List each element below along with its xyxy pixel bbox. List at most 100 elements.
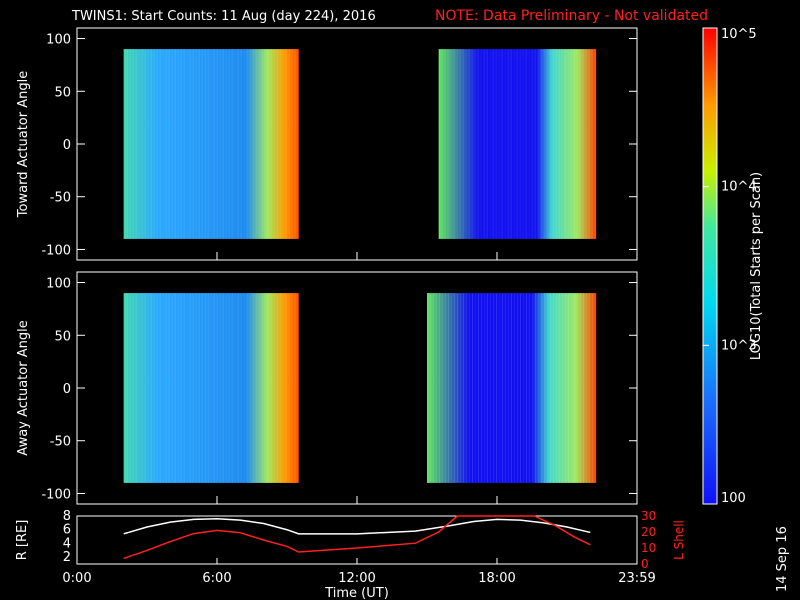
heatmap-column [520,293,521,483]
panel-away-yticks: -100 -50 0 50 100 [41,277,638,504]
heatmap-column [457,293,458,483]
heatmap-column [576,49,578,239]
heatmap-column [442,293,443,483]
heatmap-column [577,293,578,483]
heatmap-column [574,293,575,483]
heatmap-column [459,49,461,239]
heatmap-column [460,293,461,483]
heatmap-column [291,49,293,239]
heatmap-column [448,293,449,483]
heatmap-column [514,293,515,483]
y-right-tick-label: 20 [641,525,656,539]
heatmap-column [228,293,230,483]
heatmap-column [591,49,593,239]
heatmap-column [430,293,431,483]
heatmap-column [487,293,488,483]
y-right-tick-label: 0 [641,557,649,571]
heatmap-column [507,49,509,239]
heatmap-block [123,293,299,483]
heatmap-column [177,293,179,483]
y-tick-label: 2 [63,550,71,565]
heatmap-column [495,49,497,239]
heatmap-column [433,293,434,483]
heatmap-column [258,293,260,483]
heatmap-column [490,293,491,483]
heatmap-column [168,293,170,483]
heatmap-column [201,49,203,239]
heatmap-column [222,49,224,239]
y-tick-label: 100 [46,33,71,48]
heatmap-column [498,49,500,239]
heatmap-column [225,49,227,239]
heatmap-column [526,293,527,483]
heatmap-block [123,49,299,239]
heatmap-column [556,293,557,483]
heatmap-column [594,49,596,239]
heatmap-column [538,293,539,483]
lshell-series-line [123,515,591,560]
heatmap-column [468,49,470,239]
heatmap-column [276,49,278,239]
heatmap-column [496,293,497,483]
heatmap-column [126,49,128,239]
y-tick-label: -50 [50,435,71,450]
heatmap-column [156,49,158,239]
heatmap-column [255,49,257,239]
heatmap-column [270,49,272,239]
heatmap-column [469,293,470,483]
heatmap-column [456,49,458,239]
heatmap-column [502,293,503,483]
heatmap-column [571,293,572,483]
heatmap-column [144,293,146,483]
y-tick-label: 50 [54,329,71,344]
panel-toward-data [123,49,597,239]
heatmap-column [165,49,167,239]
heatmap-column [465,49,467,239]
panel-orbit-frame [76,515,638,565]
heatmap-column [228,49,230,239]
heatmap-column [555,49,557,239]
heatmap-column [267,49,269,239]
heatmap-column [558,49,560,239]
heatmap-column [153,49,155,239]
heatmap-column [162,293,164,483]
colorbar-scale [702,27,718,505]
heatmap-column [252,49,254,239]
y-tick-label: -50 [50,191,71,206]
heatmap-column [486,49,488,239]
heatmap-column [474,49,476,239]
heatmap-column [273,49,275,239]
colorbar-tick-label: 10^5 [721,27,757,42]
heatmap-column [519,49,521,239]
heatmap-column [529,293,530,483]
heatmap-column [258,49,260,239]
y-tick-label: 4 [63,536,71,551]
heatmap-column [159,293,161,483]
heatmap-column [216,49,218,239]
heatmap-column [123,49,125,239]
heatmap-column [267,293,269,483]
heatmap-column [553,293,554,483]
heatmap-column [481,293,482,483]
heatmap-column [237,49,239,239]
heatmap-column [276,293,278,483]
heatmap-column [466,293,467,483]
heatmap-column [198,293,200,483]
heatmap-column [484,293,485,483]
heatmap-column [129,49,131,239]
heatmap-column [210,293,212,483]
heatmap-column [171,49,173,239]
heatmap-column [243,293,245,483]
heatmap-column [297,49,299,239]
heatmap-column [150,49,152,239]
heatmap-column [522,49,524,239]
heatmap-column [471,49,473,239]
heatmap-column [252,293,254,483]
heatmap-column [501,49,503,239]
heatmap-column [451,293,452,483]
data-note: NOTE: Data Preliminary - Not validated [435,8,708,24]
heatmap-column [279,293,281,483]
y-right-tick-label: 30 [641,509,656,523]
heatmap-block [427,293,597,483]
